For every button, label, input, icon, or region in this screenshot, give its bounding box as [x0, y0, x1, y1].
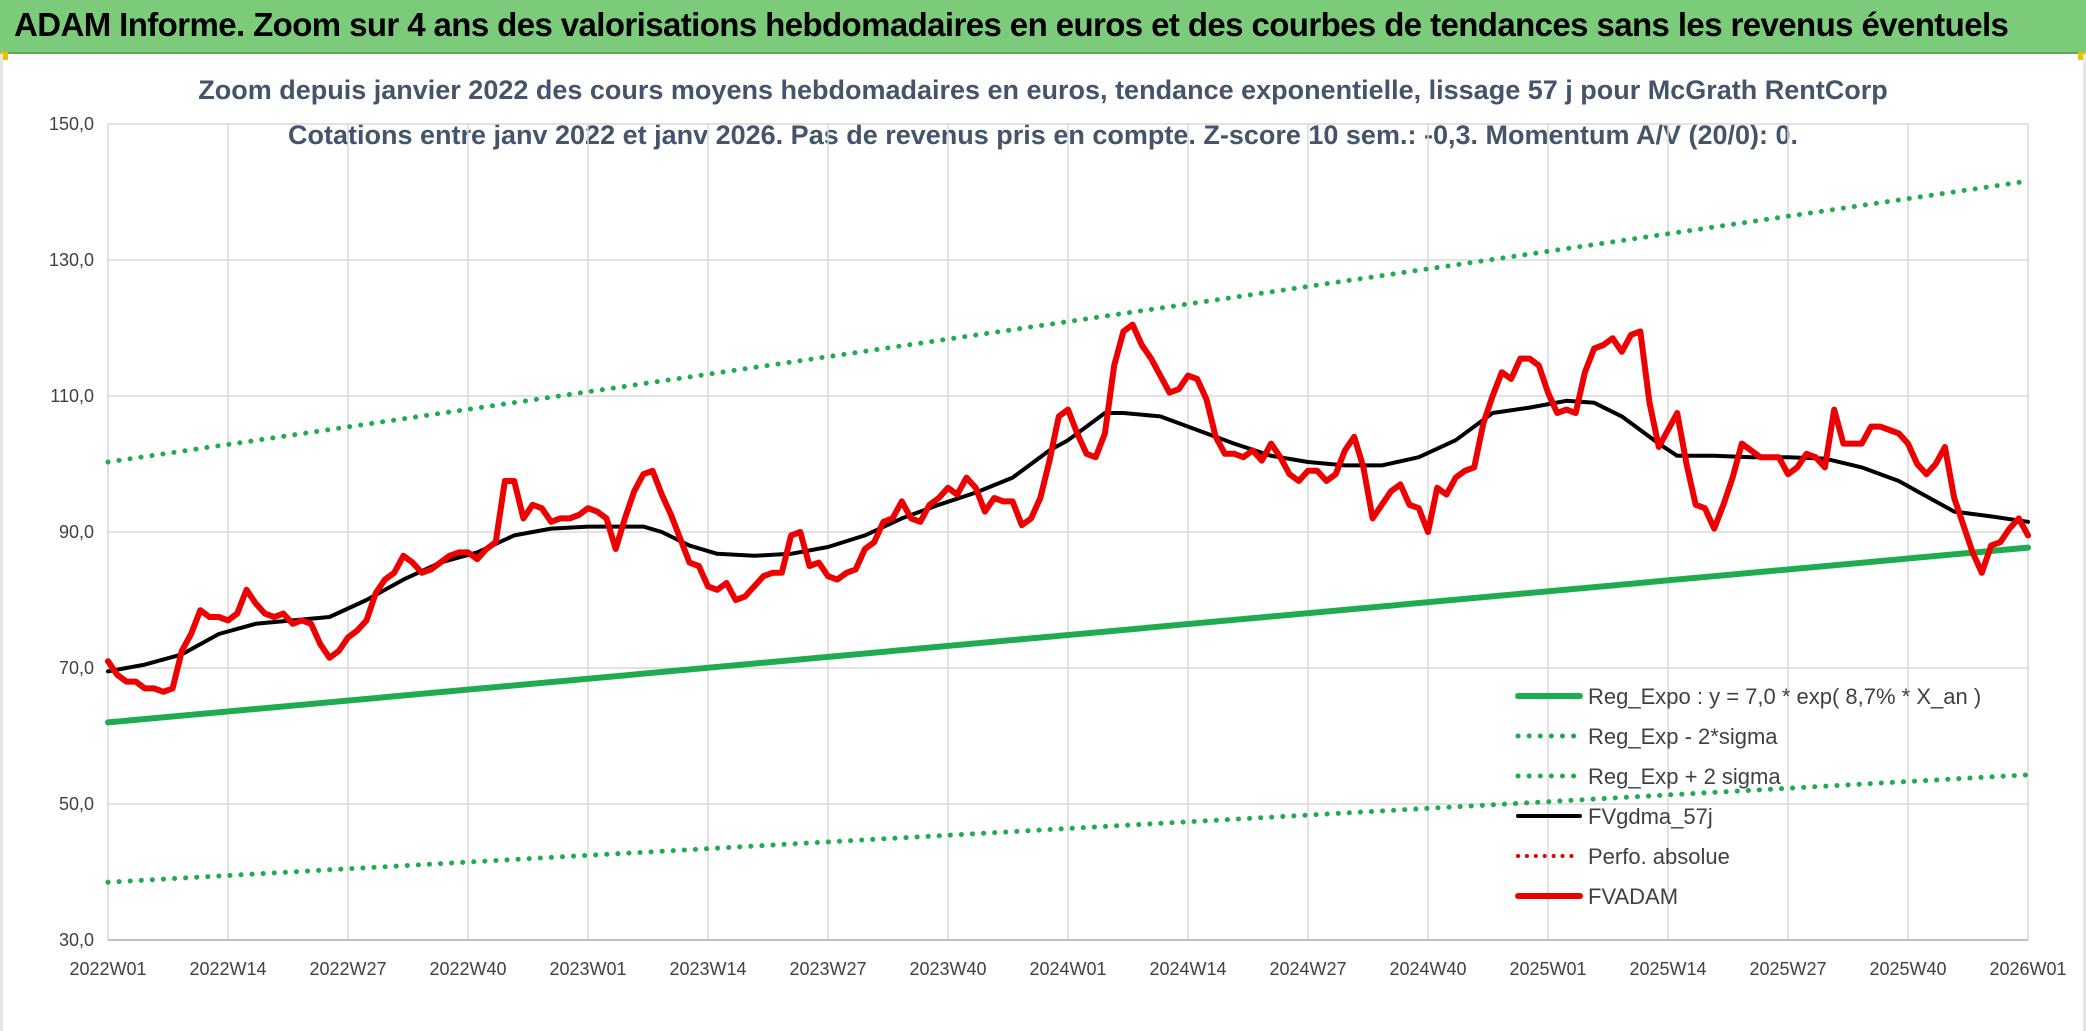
y-axis: 150,0 130,0 110,0 90,0 70,0 50,0 30,0 — [49, 114, 94, 950]
x-tick-label: 2026W01 — [1989, 959, 2066, 979]
corner-mark-left — [0, 52, 8, 60]
x-tick-label: 2023W27 — [789, 959, 866, 979]
chart-title-line2: Cotations entre janv 2022 et janv 2026. … — [288, 120, 1798, 150]
legend-label: Reg_Exp - 2*sigma — [1588, 724, 1778, 749]
corner-mark-right — [2078, 52, 2086, 60]
x-axis: 2022W01 2022W14 2022W27 2022W40 2023W01 2023W… — [69, 939, 2067, 979]
report-banner: ADAM Informe. Zoom sur 4 ans des valoris… — [0, 0, 2086, 54]
x-tick-label: 2022W01 — [69, 959, 146, 979]
legend-label: Reg_Exp + 2 sigma — [1588, 764, 1781, 789]
x-tick-label: 2022W27 — [309, 959, 386, 979]
legend-label: FVgdma_57j — [1588, 804, 1713, 829]
x-tick-label: 2022W40 — [429, 959, 506, 979]
y-tick-label: 70,0 — [59, 658, 94, 678]
grid-lines — [107, 123, 2029, 941]
y-tick-label: 150,0 — [49, 114, 94, 134]
legend-label: FVADAM — [1588, 884, 1678, 909]
series-line-1 — [105, 772, 2031, 885]
line-chart: Zoom depuis janvier 2022 des cours moyen… — [49, 75, 2067, 979]
y-tick-label: 30,0 — [59, 930, 94, 950]
x-tick-label: 2023W01 — [549, 959, 626, 979]
series-group — [105, 178, 2031, 885]
x-tick-label: 2022W14 — [189, 959, 266, 979]
x-tick-label: 2023W14 — [669, 959, 746, 979]
y-tick-label: 130,0 — [49, 250, 94, 270]
legend: Reg_Expo : y = 7,0 * exp( 8,7% * X_an ) R… — [1515, 684, 1981, 909]
x-tick-label: 2024W40 — [1389, 959, 1466, 979]
legend-label: Reg_Expo : y = 7,0 * exp( 8,7% * X_an ) — [1588, 684, 1981, 709]
x-tick-label: 2024W27 — [1269, 959, 1346, 979]
series-line-5 — [105, 321, 2031, 695]
y-tick-label: 90,0 — [59, 522, 94, 542]
x-tick-label: 2023W40 — [909, 959, 986, 979]
report-title: ADAM Informe. Zoom sur 4 ans des valoris… — [14, 6, 2009, 43]
x-tick-label: 2024W14 — [1149, 959, 1226, 979]
series-line-0 — [105, 544, 2031, 726]
chart-panel: Zoom depuis janvier 2022 des cours moyen… — [0, 54, 2086, 1031]
series-line-2 — [105, 178, 2031, 465]
y-tick-label: 110,0 — [50, 386, 94, 406]
x-tick-label: 2025W01 — [1509, 959, 1586, 979]
x-tick-label: 2024W01 — [1029, 959, 1106, 979]
y-tick-label: 50,0 — [59, 794, 94, 814]
legend-label: Perfo. absolue — [1588, 844, 1730, 869]
x-tick-label: 2025W40 — [1869, 959, 1946, 979]
x-tick-label: 2025W14 — [1629, 959, 1706, 979]
chart-title-line1: Zoom depuis janvier 2022 des cours moyen… — [198, 75, 1888, 105]
x-tick-label: 2025W27 — [1749, 959, 1826, 979]
